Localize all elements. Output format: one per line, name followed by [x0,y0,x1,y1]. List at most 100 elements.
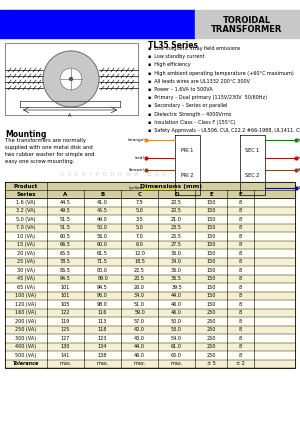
Text: 61.0: 61.0 [171,344,182,349]
Bar [5,207,295,215]
Text: 160 (VA): 160 (VA) [15,310,37,315]
Text: 36.5: 36.5 [171,276,182,281]
Text: PRI 2: PRI 2 [181,173,194,178]
Text: 8: 8 [239,336,242,341]
Text: 36.0: 36.0 [171,268,182,273]
Text: 50.0: 50.0 [97,225,108,230]
Bar [5,334,295,343]
Text: 134: 134 [98,344,107,349]
Text: 45.5: 45.5 [97,208,108,213]
Text: ▪  Safety Approvals – UL506, CUL C22.2 #66-1988, UL1411, CUL C22.2 #1-98, TUV / : ▪ Safety Approvals – UL506, CUL C22.2 #6… [148,128,300,133]
Text: 3.5: 3.5 [136,217,143,222]
Text: 57.0: 57.0 [134,319,145,324]
Text: 3.2 (VA): 3.2 (VA) [16,208,36,213]
Text: 400 (VA): 400 (VA) [15,344,37,349]
Text: 250: 250 [206,344,216,349]
Text: A: A [68,113,72,118]
Bar [5,360,295,368]
Text: max.: max. [59,361,72,366]
Text: 44.5: 44.5 [60,200,71,205]
Text: 250: 250 [206,327,216,332]
Text: 15 (VA): 15 (VA) [17,242,35,247]
Text: 21.0: 21.0 [171,217,182,222]
Text: Dimensions (mm): Dimensions (mm) [140,184,202,189]
Text: B: B [100,192,105,196]
Text: ± 2: ± 2 [236,361,245,366]
Text: max.: max. [134,361,146,366]
Text: D: D [174,192,179,196]
Text: 250 (VA): 250 (VA) [15,327,37,332]
Text: 8: 8 [239,251,242,256]
Text: 8: 8 [239,234,242,239]
Text: 27.5: 27.5 [171,242,182,247]
Text: 41.0: 41.0 [97,200,108,205]
Text: 78.5: 78.5 [60,259,71,264]
Text: 105: 105 [61,302,70,307]
Text: 150: 150 [206,285,216,290]
Text: 120 (VA): 120 (VA) [15,302,37,307]
Text: 56.0: 56.0 [97,234,108,239]
Text: TL35 Series: TL35 Series [148,41,198,50]
Circle shape [43,51,99,107]
Text: 59.0: 59.0 [134,310,145,315]
Text: 71.5: 71.5 [97,259,108,264]
Text: 118: 118 [98,327,107,332]
Text: 130: 130 [61,344,70,349]
Text: (brown): (brown) [129,168,145,172]
Text: 20.5: 20.5 [134,276,145,281]
Text: 150: 150 [206,217,216,222]
Text: 50.0: 50.0 [171,319,182,324]
Bar [5,351,295,360]
Text: 125: 125 [61,327,70,332]
Text: 36.0: 36.0 [171,251,182,256]
Bar [5,43,138,115]
Text: 98.0: 98.0 [97,302,108,307]
Text: 44.0: 44.0 [134,344,145,349]
Text: 65.0: 65.0 [171,353,182,358]
Text: 8: 8 [239,259,242,264]
Text: ▪  Low magnetic stray field emissions: ▪ Low magnetic stray field emissions [148,46,240,51]
Bar [5,182,295,198]
Text: SEC 1: SEC 1 [245,147,260,153]
Text: 39.5: 39.5 [171,285,182,290]
Text: 12.0: 12.0 [134,251,145,256]
Circle shape [60,68,82,90]
Bar [5,300,295,309]
Text: 22.5: 22.5 [134,268,145,273]
Text: two rubber washer for simple and: two rubber washer for simple and [5,152,94,157]
Text: Series: Series [16,192,36,196]
Text: easy one screw mounting.: easy one screw mounting. [5,159,74,164]
Text: 150: 150 [206,208,216,213]
Text: 5.0: 5.0 [136,225,143,230]
Bar [5,241,295,249]
Bar [0,10,195,38]
Text: max.: max. [170,361,183,366]
Text: 250: 250 [206,319,216,324]
Text: 49.0: 49.0 [97,217,108,222]
Text: 51.5: 51.5 [60,225,71,230]
Text: 66.5: 66.5 [60,242,71,247]
Text: 150: 150 [206,251,216,256]
Text: ▪  High ambient operating temperature (+60°C maximum): ▪ High ambient operating temperature (+6… [148,71,294,76]
Text: 1.6 (VA): 1.6 (VA) [16,200,36,205]
Text: C: C [137,192,142,196]
Text: 200 (VA): 200 (VA) [15,319,37,324]
Text: 43.0: 43.0 [134,336,145,341]
Text: 8: 8 [239,285,242,290]
Text: 123: 123 [98,336,107,341]
Circle shape [70,77,73,80]
Text: 8: 8 [239,200,242,205]
Text: 5.0 (VA): 5.0 (VA) [16,217,36,222]
Text: (blue): (blue) [298,186,300,190]
Text: 150: 150 [206,234,216,239]
Bar [5,258,295,266]
Text: 7.5: 7.5 [136,200,143,205]
Text: 20.5: 20.5 [171,208,182,213]
Text: PRI 1: PRI 1 [181,147,194,153]
Text: ▪  Insulation Class – Class F (155°C): ▪ Insulation Class – Class F (155°C) [148,120,236,125]
Text: (yellow): (yellow) [129,186,145,190]
Bar [5,198,295,207]
Bar [5,266,295,275]
Text: 5.0: 5.0 [136,208,143,213]
Text: 8: 8 [239,242,242,247]
